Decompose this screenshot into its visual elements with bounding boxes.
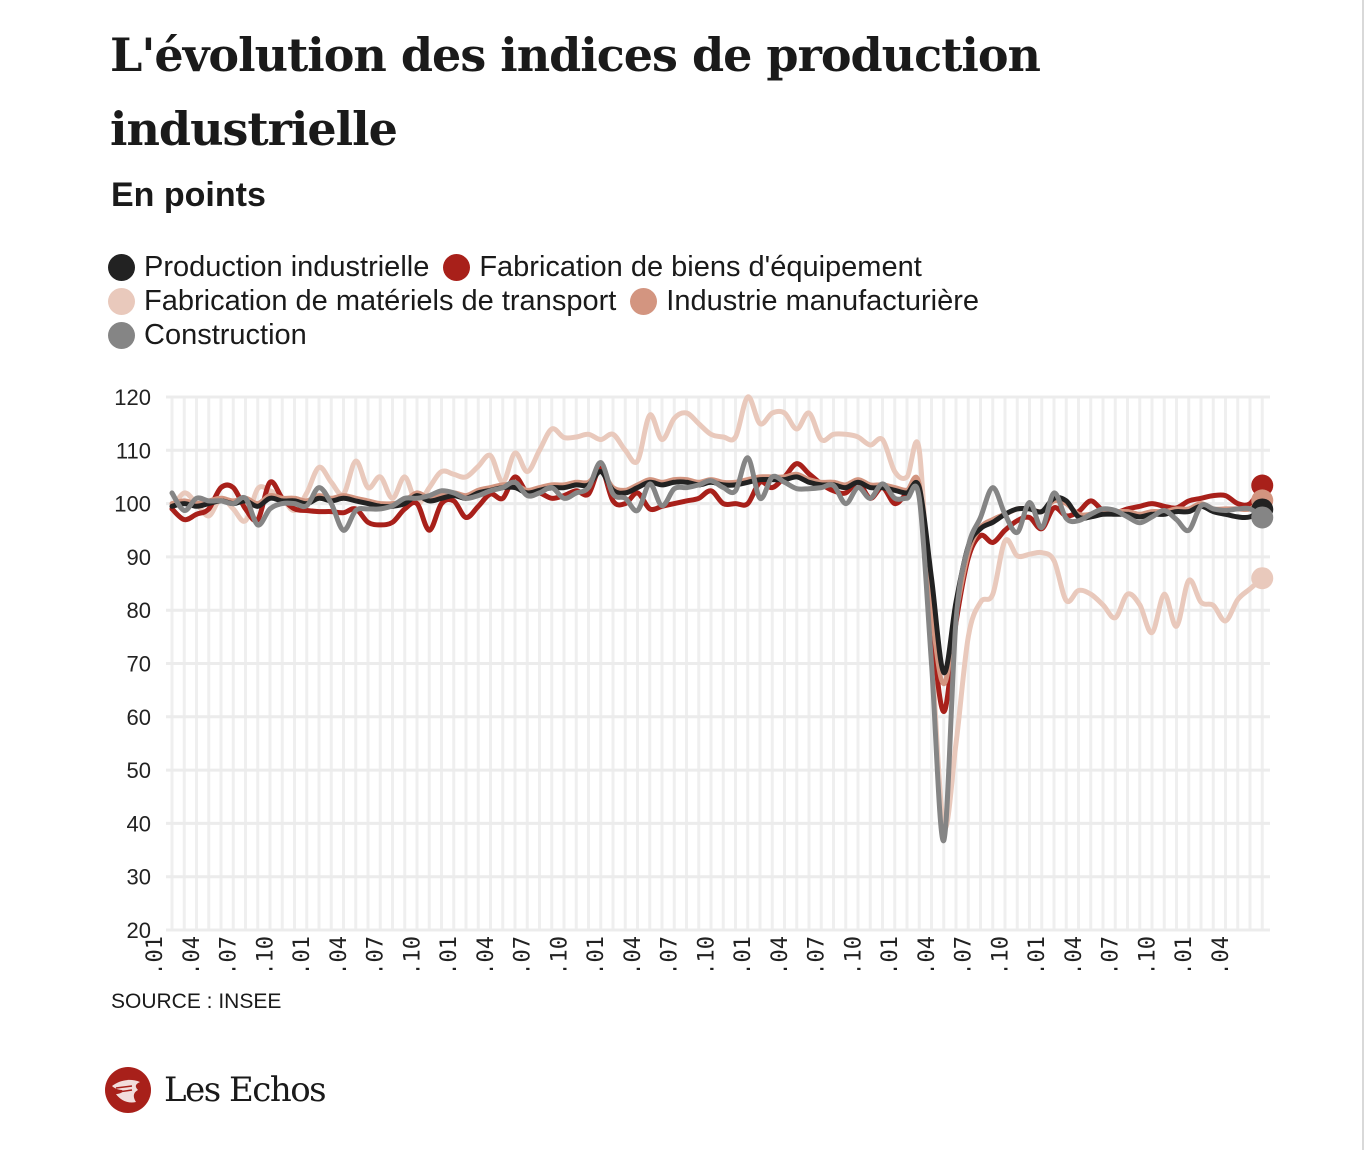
x-tick-label: .07 — [511, 936, 536, 970]
legend-swatch — [108, 253, 135, 281]
x-tick-label: .10 — [841, 936, 866, 970]
series-lines — [169, 394, 1274, 844]
x-tick-label: .01 — [143, 936, 168, 970]
legend-item-industrie-manufacturiere: Industrie manufacturière — [630, 285, 979, 318]
x-tick-label: .07 — [952, 936, 977, 970]
x-tick-label: .04 — [1209, 936, 1234, 970]
page-border — [1362, 0, 1364, 1150]
x-tick-label: .04 — [1062, 936, 1087, 970]
les-echos-logo[interactable]: Les Echos — [104, 1066, 327, 1114]
series-line-production-industrielle — [169, 469, 1265, 676]
x-tick-label: .10 — [694, 936, 719, 970]
y-tick-label: 30 — [127, 865, 151, 890]
legend-row: Fabrication de matériels de transport In… — [108, 284, 993, 318]
x-tick-label: .10 — [547, 936, 572, 970]
y-tick-label: 60 — [127, 705, 151, 730]
grid — [166, 395, 1270, 932]
series-end-marker-fabrication-de-materiels-de-transport — [1251, 567, 1274, 590]
y-tick-label: 70 — [127, 652, 151, 677]
x-tick-label: .10 — [1135, 936, 1160, 970]
y-tick-label: 20 — [127, 918, 151, 943]
x-tick-label: .01 — [1025, 936, 1050, 970]
series-end-marker-construction — [1251, 506, 1274, 529]
logo-text: Les Echos — [164, 1070, 327, 1110]
x-tick-label: .10 — [400, 936, 425, 970]
logo-emblem-icon — [105, 1067, 151, 1113]
y-tick-label: 100 — [114, 492, 151, 517]
legend-swatch — [630, 287, 658, 315]
x-tick-label: .07 — [1099, 936, 1124, 970]
x-axis: .01 .04 .07 .10 .01 .04 .07 .10 .01 .04 .07 .10 .01.… — [143, 936, 1234, 970]
legend-item-biens-equipement: Fabrication de biens d'équipement — [443, 250, 922, 284]
y-tick-label: 110 — [116, 438, 151, 463]
x-tick-label: .01 — [437, 936, 462, 970]
x-tick-label: .04 — [915, 936, 940, 970]
x-tick-label: .01 — [290, 936, 315, 970]
chart-title: L'évolution des indices de production in… — [110, 28, 1041, 156]
x-tick-label: .01 — [878, 936, 903, 970]
legend-label: Fabrication de matériels de transport — [144, 284, 617, 317]
x-tick-label: .07 — [805, 936, 830, 970]
legend-swatch — [443, 253, 471, 281]
x-tick-label: .07 — [217, 936, 242, 970]
x-tick-label: .01 — [584, 936, 609, 970]
legend-swatch — [108, 287, 135, 315]
y-axis: 20 30 40 50 60 70 80 90 100 110 120 — [114, 385, 151, 943]
legend-label: Construction — [144, 318, 307, 351]
legend-swatch — [108, 321, 135, 349]
y-tick-label: 80 — [127, 598, 151, 623]
x-tick-label: .07 — [364, 936, 389, 970]
x-tick-label: .04 — [768, 936, 793, 970]
x-tick-label: .10 — [253, 936, 278, 970]
x-tick-label: .10 — [988, 936, 1013, 970]
legend-label: Industrie manufacturière — [666, 284, 980, 317]
series-line-fabrication-de-materiels-de-transport — [169, 394, 1265, 831]
source-note: SOURCE : INSEE — [111, 990, 282, 1013]
chart-subtitle: En points — [111, 176, 266, 214]
x-tick-label: .01 — [1172, 936, 1197, 970]
x-tick-label: .04 — [327, 936, 352, 970]
x-tick-label: .01 — [731, 936, 756, 970]
legend-row: Production industrielle Fabrication de b… — [108, 250, 993, 284]
x-tick-label: .04 — [180, 936, 205, 970]
x-tick-label: .04 — [474, 936, 499, 970]
legend-label: Fabrication de biens d'équipement — [479, 250, 922, 283]
y-tick-label: 120 — [114, 385, 151, 410]
legend-item-production-industrielle: Production industrielle — [108, 251, 429, 284]
legend-row: Construction — [108, 318, 993, 352]
x-tick-label: .07 — [658, 936, 683, 970]
x-tick-label: .04 — [621, 936, 646, 970]
legend-item-materiels-transport: Fabrication de matériels de transport — [108, 285, 616, 318]
legend-label: Production industrielle — [144, 250, 430, 283]
y-tick-label: 90 — [127, 545, 151, 570]
series-line-construction — [169, 455, 1265, 844]
legend-item-construction: Construction — [108, 319, 307, 352]
legend: Production industrielle Fabrication de b… — [108, 250, 993, 352]
y-tick-label: 50 — [127, 758, 151, 783]
y-tick-label: 40 — [127, 811, 151, 836]
